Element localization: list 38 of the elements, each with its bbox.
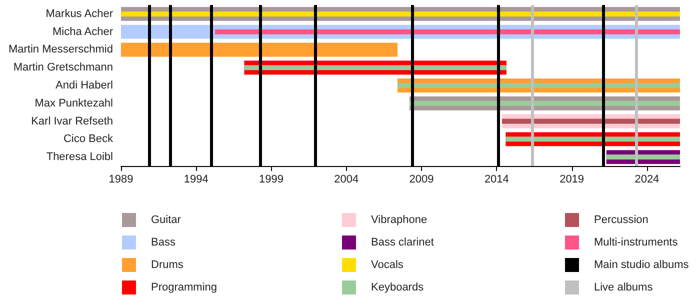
x-tick-label: 2024 (634, 174, 660, 186)
y-tick-label: Theresa Loibl (46, 151, 113, 164)
legend-label: Multi-instruments (594, 236, 678, 248)
legend-label: Bass clarinet (371, 236, 434, 248)
y-tick-label: Andi Haberl (56, 80, 113, 92)
legend-label: Main studio albums (594, 259, 690, 271)
bar (410, 100, 680, 106)
legend-label: Bass (151, 236, 176, 248)
bar (214, 29, 680, 34)
bar (606, 154, 680, 160)
bar (121, 42, 398, 57)
legend-label: Programming (151, 282, 218, 294)
legend-label: Percussion (594, 214, 648, 226)
x-tick-label: 2014 (484, 174, 509, 186)
x-tick-label: 1989 (108, 174, 134, 186)
y-tick-label: Martin Gretschmann (13, 62, 113, 74)
bar (244, 65, 506, 70)
legend-label: Vocals (371, 259, 404, 271)
bar (397, 82, 680, 88)
bar (502, 118, 680, 124)
y-tick-label: Martin Messerschmid (8, 44, 113, 56)
legend-label: Drums (151, 259, 184, 271)
x-tick-label: 1999 (259, 174, 284, 186)
legend-label: Live albums (594, 282, 654, 294)
bar (121, 11, 680, 16)
y-tick-label: Max Punktezahl (34, 97, 113, 110)
x-tick-label: 2009 (409, 174, 434, 186)
legend-label: Guitar (151, 214, 182, 226)
bar (506, 136, 680, 142)
x-tick-label: 2004 (334, 174, 359, 186)
y-tick-label: Micha Acher (52, 26, 114, 38)
y-tick-label: Markus Acher (46, 8, 114, 20)
legend-label: Vibraphone (371, 214, 428, 226)
y-tick-label: Karl Ivar Refseth (31, 115, 113, 128)
x-tick-label: 2019 (560, 174, 584, 186)
x-tick-label: 1994 (184, 174, 208, 186)
y-tick-label: Cico Beck (63, 133, 114, 146)
legend-label: Keyboards (371, 282, 424, 294)
